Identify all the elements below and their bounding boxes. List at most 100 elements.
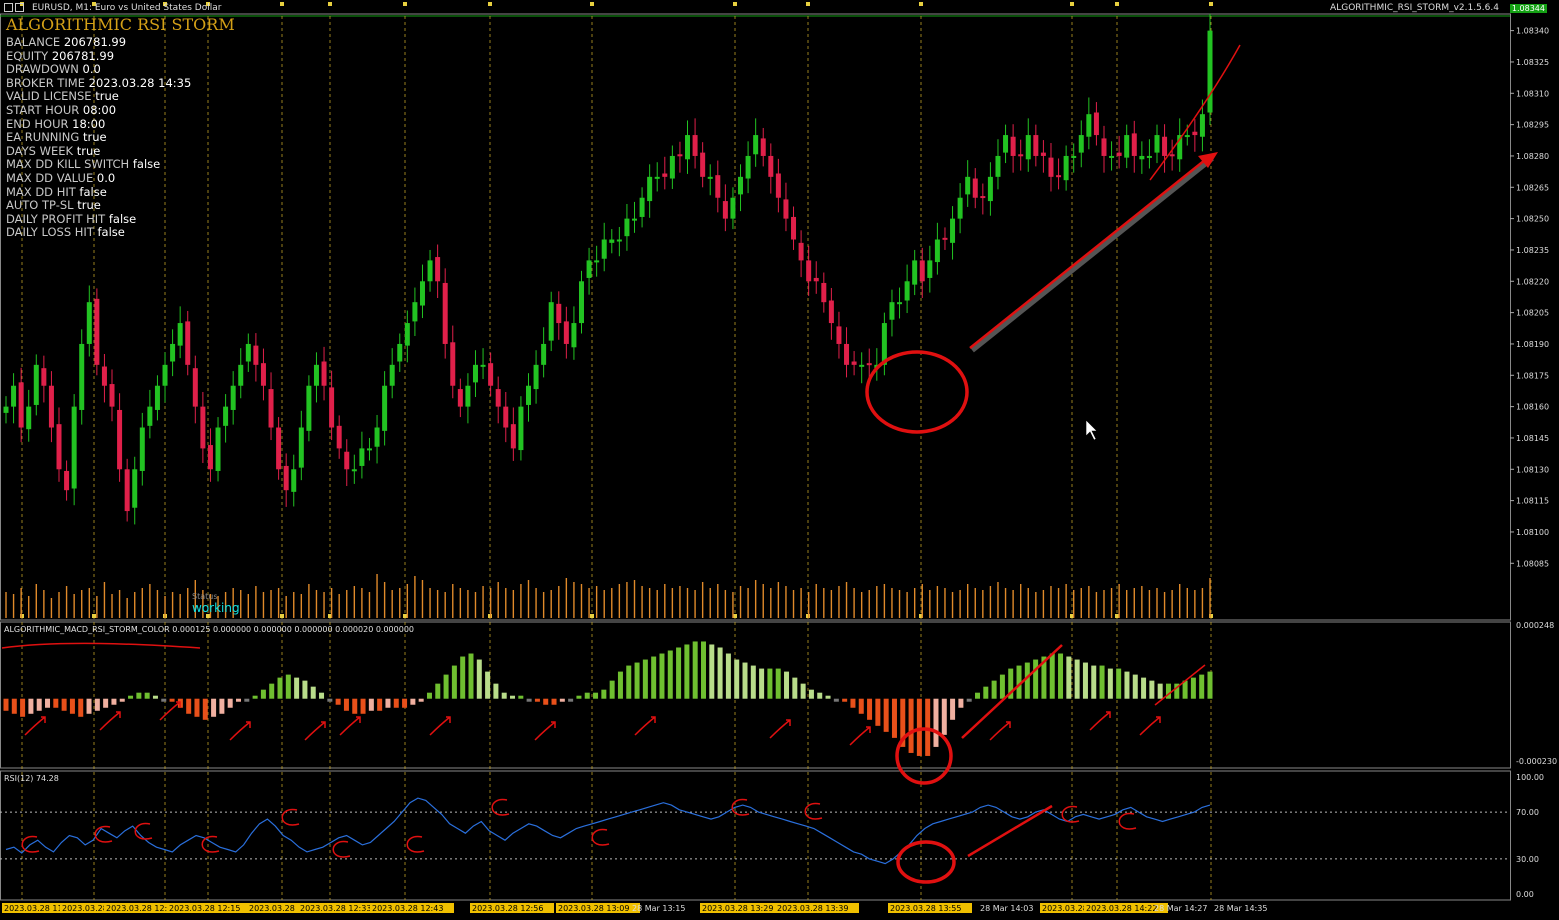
annotation-mark — [406, 835, 425, 853]
window-controls[interactable] — [4, 3, 24, 12]
info-key: DRAWDOWN — [6, 62, 79, 77]
candle-body — [791, 216, 797, 240]
macd-bar — [111, 698, 117, 705]
macd-bar — [211, 698, 217, 717]
time-label: 28 Mar 14:27 — [1154, 904, 1207, 913]
macd-bar — [1099, 665, 1105, 699]
rsi-tick-label: 70.00 — [1516, 808, 1539, 817]
candle-body — [48, 385, 54, 428]
candle-body — [472, 364, 478, 383]
candle-body — [412, 302, 418, 322]
info-key: EA RUNNING — [6, 130, 80, 145]
macd-bar — [1199, 674, 1205, 699]
candle-body — [1056, 175, 1062, 178]
macd-bar — [534, 698, 540, 702]
candle-body — [245, 343, 251, 362]
macd-bar — [925, 698, 931, 756]
candle-body — [1071, 155, 1077, 158]
macd-bar — [933, 698, 939, 747]
info-row: MAX DD KILL SWITCH false — [6, 158, 235, 172]
macd-bar — [53, 698, 59, 708]
candle-body — [541, 343, 547, 365]
info-row: MAX DD HIT false — [6, 185, 235, 200]
macd-bar — [128, 695, 134, 699]
candle-body — [154, 385, 160, 410]
time-label: 28 Mar 14:35 — [1214, 904, 1267, 913]
time-label: 2023.03.28 13:29 — [702, 904, 773, 913]
candle-body — [336, 425, 342, 449]
annotation-squiggle — [634, 716, 656, 736]
macd-bar — [202, 698, 208, 720]
time-label-bg — [1084, 903, 1168, 913]
rsi-tick-label: 30.00 — [1516, 855, 1539, 864]
macd-bar — [1190, 677, 1196, 699]
info-value: 206781.99 — [51, 48, 115, 63]
candle-body — [798, 242, 804, 261]
time-label-bg — [700, 903, 784, 913]
candle-body — [859, 364, 865, 367]
macd-bar — [94, 698, 100, 711]
candle-body — [1124, 135, 1130, 158]
macd-bar — [750, 665, 756, 699]
period-marker — [806, 2, 810, 6]
candle-body — [389, 364, 395, 386]
info-row: DAYS WEEK true — [6, 144, 235, 159]
candle-body — [101, 366, 107, 386]
minimize-icon[interactable] — [15, 3, 24, 12]
candle-body — [435, 257, 441, 282]
macd-bar — [451, 665, 457, 699]
price-tick-label: 1.08145 — [1516, 434, 1549, 443]
macd-bar — [45, 698, 51, 708]
price-tick-label: 1.08235 — [1516, 246, 1549, 255]
candle-body — [268, 389, 274, 428]
period-marker — [733, 2, 737, 6]
candle-body — [525, 385, 531, 405]
macd-bar — [144, 692, 150, 699]
candle-body — [260, 363, 266, 386]
macd-bar — [833, 698, 839, 702]
candle-body — [851, 361, 857, 365]
candle-body — [647, 176, 653, 202]
candle-body — [192, 368, 198, 407]
period-marker — [919, 614, 923, 618]
macd-bar — [410, 698, 416, 705]
macd-bar — [709, 644, 715, 699]
macd-bar — [725, 653, 731, 699]
macd-bar — [999, 674, 1005, 699]
candle-body — [26, 406, 32, 430]
macd-bar — [136, 692, 142, 699]
macd-bar — [1149, 680, 1155, 699]
macd-bar — [285, 674, 291, 699]
candle-body — [1109, 155, 1115, 158]
annotation-squiggle — [1089, 711, 1111, 731]
period-marker — [590, 2, 594, 6]
period-marker — [1209, 2, 1213, 6]
annotation-mark — [134, 822, 153, 840]
candle-body — [465, 385, 471, 407]
macd-bar — [485, 671, 491, 699]
rsi-line — [5, 797, 1211, 865]
time-label-bg — [775, 903, 859, 913]
macd-bar — [343, 698, 349, 711]
candle-body — [783, 199, 789, 219]
candle-body — [632, 218, 638, 221]
macd-bar — [734, 659, 740, 699]
candle-body — [442, 282, 448, 344]
annotation-squiggle — [159, 701, 181, 721]
macd-bar — [194, 698, 200, 717]
candle-body — [1116, 152, 1122, 156]
macd-bar — [543, 698, 549, 705]
candle-body — [329, 387, 335, 428]
info-row: END HOUR 18:00 — [6, 117, 235, 132]
macd-bar — [510, 695, 516, 699]
candle-body — [563, 321, 569, 344]
info-row: START HOUR 08:00 — [6, 103, 235, 118]
macd-bar — [61, 698, 67, 711]
candle-body — [457, 389, 463, 407]
restore-icon[interactable] — [4, 3, 13, 12]
candle-body — [586, 260, 592, 278]
candle-body — [722, 201, 728, 219]
candle-body — [730, 197, 736, 219]
candle-body — [1184, 135, 1190, 138]
macd-bar — [908, 698, 914, 753]
